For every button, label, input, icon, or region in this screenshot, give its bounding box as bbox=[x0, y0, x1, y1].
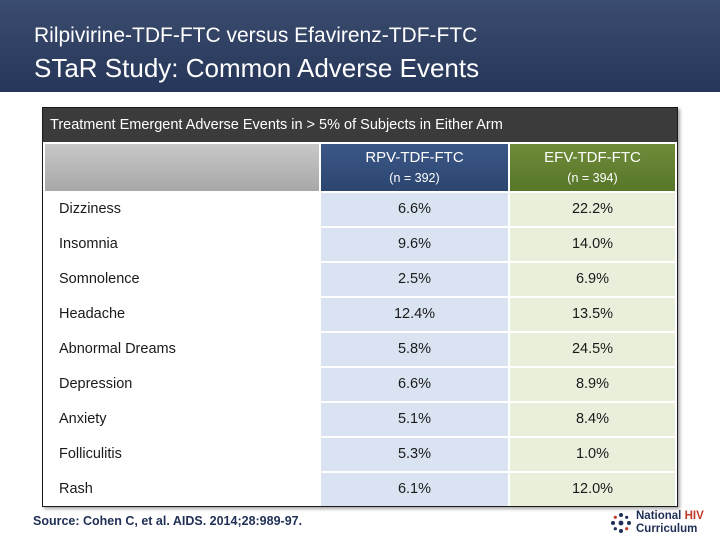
national-hiv-curriculum-logo: National HIV Curriculum bbox=[606, 508, 716, 538]
event-name: Somnolence bbox=[45, 263, 319, 296]
header-label-cell bbox=[45, 144, 319, 191]
event-name: Abnormal Dreams bbox=[45, 333, 319, 366]
rpv-value: 5.8% bbox=[321, 333, 508, 366]
event-name: Headache bbox=[45, 298, 319, 331]
logo-word-national: National bbox=[636, 510, 682, 522]
rpv-value: 6.1% bbox=[321, 473, 508, 506]
efv-value: 14.0% bbox=[510, 228, 675, 261]
table-row: Rash 6.1% 12.0% bbox=[45, 473, 675, 506]
table-row: Somnolence 2.5% 6.9% bbox=[45, 263, 675, 296]
rpv-value: 6.6% bbox=[321, 193, 508, 226]
event-name: Anxiety bbox=[45, 403, 319, 436]
efv-value: 12.0% bbox=[510, 473, 675, 506]
table-row: Anxiety 5.1% 8.4% bbox=[45, 403, 675, 436]
table-row: Insomnia 9.6% 14.0% bbox=[45, 228, 675, 261]
column-name-efv: EFV-TDF-FTC bbox=[544, 149, 641, 166]
rpv-value: 6.6% bbox=[321, 368, 508, 401]
adverse-events-table: Treatment Emergent Adverse Events in > 5… bbox=[42, 107, 678, 507]
rpv-value: 9.6% bbox=[321, 228, 508, 261]
slide-header: Rilpivirine-TDF-FTC versus Efavirenz-TDF… bbox=[0, 0, 720, 92]
event-name: Depression bbox=[45, 368, 319, 401]
rpv-value: 12.4% bbox=[321, 298, 508, 331]
rpv-value: 5.3% bbox=[321, 438, 508, 471]
logo-word-hiv: HIV bbox=[684, 510, 704, 522]
event-name: Dizziness bbox=[45, 193, 319, 226]
slide-subtitle: Rilpivirine-TDF-FTC versus Efavirenz-TDF… bbox=[34, 24, 478, 47]
table-row: Folliculitis 5.3% 1.0% bbox=[45, 438, 675, 471]
efv-value: 22.2% bbox=[510, 193, 675, 226]
event-name: Rash bbox=[45, 473, 319, 506]
efv-value: 8.9% bbox=[510, 368, 675, 401]
rpv-value: 2.5% bbox=[321, 263, 508, 296]
event-name: Folliculitis bbox=[45, 438, 319, 471]
column-header-efv: EFV-TDF-FTC (n = 394) bbox=[510, 144, 675, 191]
column-n-rpv: (n = 392) bbox=[389, 171, 440, 185]
rpv-value: 5.1% bbox=[321, 403, 508, 436]
table-row: Dizziness 6.6% 22.2% bbox=[45, 193, 675, 226]
column-name-rpv: RPV-TDF-FTC bbox=[365, 149, 464, 166]
logo-mark-icon bbox=[611, 513, 631, 533]
column-n-efv: (n = 394) bbox=[567, 171, 618, 185]
table-row: Abnormal Dreams 5.8% 24.5% bbox=[45, 333, 675, 366]
efv-value: 13.5% bbox=[510, 298, 675, 331]
logo-line1: National HIV bbox=[636, 510, 704, 522]
efv-value: 6.9% bbox=[510, 263, 675, 296]
column-header-rpv: RPV-TDF-FTC (n = 392) bbox=[321, 144, 508, 191]
table-row: Depression 6.6% 8.9% bbox=[45, 368, 675, 401]
efv-value: 8.4% bbox=[510, 403, 675, 436]
efv-value: 24.5% bbox=[510, 333, 675, 366]
event-name: Insomnia bbox=[45, 228, 319, 261]
source-citation: Source: Cohen C, et al. AIDS. 2014;28:98… bbox=[33, 514, 303, 528]
efv-value: 1.0% bbox=[510, 438, 675, 471]
slide-title: STaR Study: Common Adverse Events bbox=[34, 53, 480, 83]
logo-line2: Curriculum bbox=[636, 523, 698, 535]
table-row: Headache 12.4% 13.5% bbox=[45, 298, 675, 331]
table-caption: Treatment Emergent Adverse Events in > 5… bbox=[43, 108, 677, 142]
